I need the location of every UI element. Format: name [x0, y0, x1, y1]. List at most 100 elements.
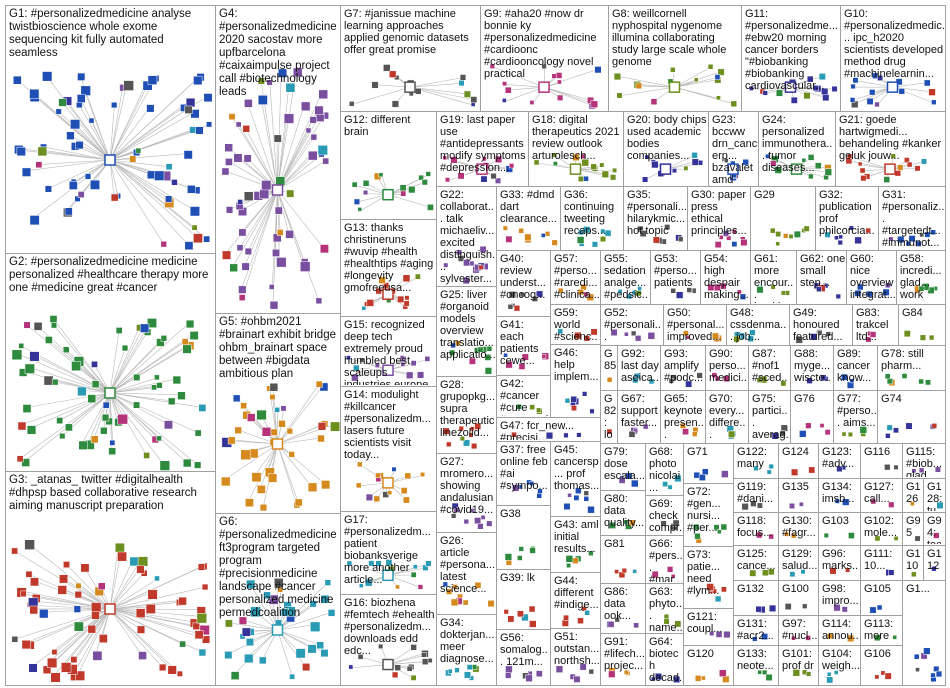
- node: [88, 117, 95, 124]
- node: [842, 498, 850, 506]
- edge: [277, 71, 282, 191]
- group-label: G82: love know...: [604, 393, 617, 442]
- node: [424, 356, 431, 362]
- edge: [109, 608, 181, 675]
- node: [111, 101, 118, 109]
- group-box: [600, 250, 651, 305]
- group-label: G59: world #scienc...: [554, 307, 598, 343]
- group-label: G98: impro...: [822, 583, 859, 607]
- node: [151, 384, 157, 391]
- node: [115, 542, 125, 553]
- node: [847, 634, 855, 642]
- node: [893, 536, 899, 541]
- node: [628, 430, 636, 438]
- group-label: G31: #personaliz... #targetedt... #immun…: [882, 189, 945, 249]
- node: [750, 500, 757, 507]
- node: [563, 432, 569, 438]
- node: [310, 133, 318, 141]
- node: [160, 335, 168, 342]
- node: [474, 581, 482, 589]
- edge: [66, 349, 111, 394]
- edge: [109, 608, 196, 627]
- edge: [277, 437, 321, 445]
- node: [625, 522, 632, 530]
- edge: [109, 159, 165, 245]
- node: [351, 181, 358, 188]
- group-label: G118: focus...: [737, 515, 773, 539]
- node: [541, 354, 547, 359]
- node: [167, 665, 177, 675]
- hub-node: [476, 163, 488, 175]
- node: [769, 227, 776, 234]
- node: [321, 480, 331, 490]
- node: [244, 653, 254, 664]
- node: [817, 330, 823, 336]
- node: [505, 361, 513, 369]
- edge: [72, 159, 111, 185]
- node: [351, 373, 359, 382]
- group-box: [833, 345, 878, 391]
- node: [70, 119, 81, 130]
- group-label: G15: recognized deep tech extremely prou…: [344, 319, 429, 385]
- edge: [277, 385, 324, 445]
- group-label: G5: #ohbm2021 #brainart exhibit bridge o…: [219, 316, 336, 380]
- node: [240, 402, 247, 410]
- node: [931, 99, 937, 105]
- node: [623, 519, 629, 525]
- node: [564, 397, 571, 404]
- node: [765, 153, 770, 159]
- node: [701, 675, 706, 681]
- node: [257, 95, 268, 105]
- node: [454, 667, 460, 673]
- group-label: G34: dokterjan... meer diagnose...: [440, 617, 495, 665]
- node: [528, 605, 536, 613]
- group-box: [560, 186, 624, 251]
- edge: [241, 189, 278, 298]
- node: [395, 584, 400, 590]
- edge: [674, 86, 734, 105]
- node: [635, 82, 643, 90]
- node: [721, 470, 729, 478]
- node: [765, 673, 773, 681]
- hub-node: [382, 188, 394, 201]
- node: [731, 241, 738, 248]
- node: [20, 590, 27, 597]
- node: [919, 232, 925, 238]
- node: [670, 574, 676, 579]
- node: [836, 465, 843, 473]
- node: [838, 234, 843, 240]
- node: [623, 669, 629, 675]
- node: [378, 276, 386, 284]
- node: [11, 635, 19, 643]
- node: [59, 433, 66, 440]
- group-label: G62: one small step...: [800, 253, 846, 289]
- node: [918, 285, 925, 292]
- edge: [277, 443, 298, 506]
- edge: [19, 392, 111, 459]
- node: [910, 501, 915, 507]
- node: [29, 605, 39, 615]
- node: [355, 482, 362, 489]
- node: [880, 670, 886, 676]
- node: [824, 231, 831, 238]
- node: [133, 373, 141, 381]
- node: [884, 464, 891, 471]
- node: [650, 676, 656, 682]
- node: [505, 672, 512, 679]
- node: [322, 157, 329, 165]
- node: [224, 651, 233, 660]
- node: [277, 68, 288, 78]
- node: [518, 363, 526, 370]
- node: [471, 664, 478, 670]
- node: [869, 606, 877, 614]
- group-label: G8: weillcornell nyphospital nygenome il…: [612, 8, 727, 68]
- node: [91, 602, 102, 613]
- node: [742, 159, 749, 166]
- node: [885, 433, 891, 439]
- node: [77, 72, 86, 81]
- node: [383, 64, 391, 72]
- edge: [277, 624, 314, 631]
- group-box: [215, 313, 341, 514]
- node: [421, 658, 429, 665]
